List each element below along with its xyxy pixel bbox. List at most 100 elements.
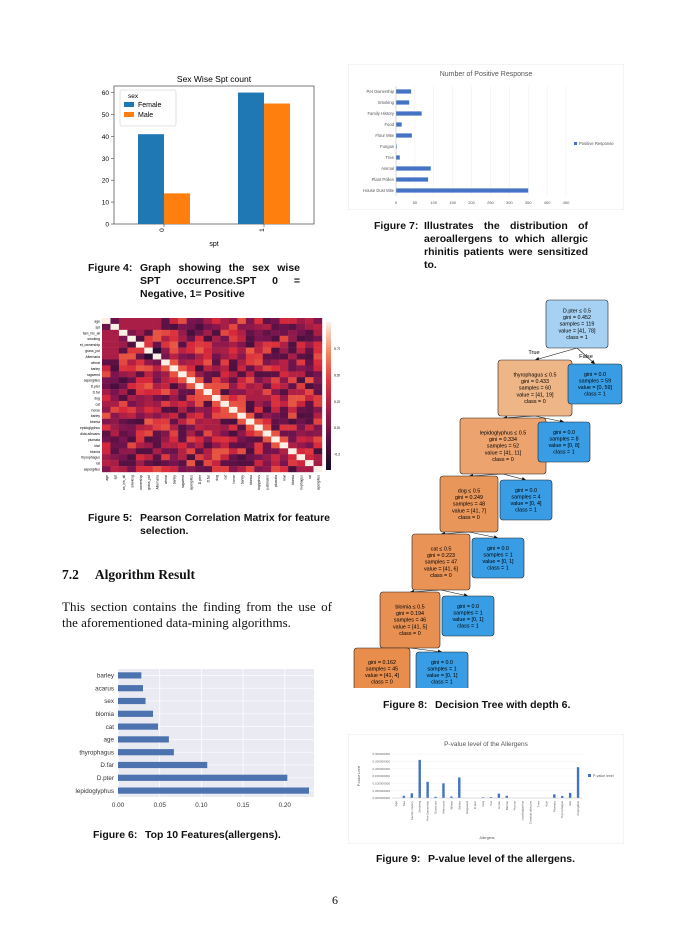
heatmap-cell bbox=[305, 335, 314, 342]
row-label: ragweed bbox=[87, 373, 100, 377]
heatmap-cell bbox=[203, 341, 213, 348]
heatmap-cell bbox=[228, 400, 238, 408]
heatmap-cell bbox=[203, 412, 213, 419]
heatmap-cell bbox=[288, 371, 297, 378]
heatmap-cell bbox=[296, 341, 306, 348]
heatmap-cell bbox=[102, 418, 111, 425]
heatmap-cell bbox=[127, 400, 137, 408]
column-label: dog bbox=[215, 475, 219, 481]
tree-node-text: value = [0, 1] bbox=[482, 559, 514, 565]
heatmap-cell bbox=[288, 318, 297, 325]
bar bbox=[410, 793, 413, 798]
heatmap-cell bbox=[228, 442, 238, 449]
bar bbox=[561, 795, 564, 798]
heatmap-cell bbox=[305, 377, 314, 384]
heatmap-cell bbox=[313, 400, 323, 408]
tree-node-box bbox=[567, 363, 623, 405]
heatmap-cell bbox=[254, 424, 263, 431]
heatmap-cell bbox=[212, 436, 221, 443]
heatmap-cell bbox=[195, 412, 204, 419]
heatmap-cell bbox=[118, 371, 128, 378]
tree-node-text: gini = 0.0 bbox=[515, 488, 537, 494]
heatmap-cell bbox=[152, 389, 162, 396]
x-tick-label: 1 bbox=[259, 228, 266, 232]
heatmap-cell bbox=[228, 329, 238, 336]
heatmap-cell bbox=[135, 442, 145, 449]
heatmap-cell bbox=[110, 460, 120, 467]
bar bbox=[402, 795, 406, 798]
heatmap-cell bbox=[178, 430, 187, 437]
heatmap-cell bbox=[279, 442, 289, 449]
tree-node-text: value = [41, 78] bbox=[558, 328, 596, 334]
heatmap-cell bbox=[186, 460, 196, 467]
heatmap-cell bbox=[279, 341, 289, 348]
tree-node-text: class = 1 bbox=[487, 566, 508, 572]
y-tick-label: D.far bbox=[100, 762, 114, 769]
tree-edge bbox=[468, 473, 504, 477]
heatmap-cell bbox=[228, 318, 238, 325]
heatmap-cell bbox=[169, 371, 179, 378]
tree-node-text: samples = 1 bbox=[427, 666, 456, 672]
heatmap-cell bbox=[212, 365, 221, 372]
heatmap-cell bbox=[279, 359, 289, 366]
heatmap-cell bbox=[305, 454, 314, 461]
row-label: aspergillus bbox=[84, 468, 101, 472]
x-tick-label: Age bbox=[394, 801, 398, 807]
heatmap-cell bbox=[144, 353, 153, 360]
heatmap-cell bbox=[296, 377, 306, 384]
heatmap-cell bbox=[195, 365, 204, 372]
heatmap-cell bbox=[288, 430, 297, 437]
heatmap-cell bbox=[161, 329, 170, 336]
heatmap-cell bbox=[152, 430, 162, 437]
heatmap-cell bbox=[288, 353, 297, 360]
x-tick-label: Aspergillus bbox=[576, 801, 580, 816]
heatmap-cell bbox=[161, 371, 170, 378]
y-tick-label: lepidoglyphus bbox=[75, 788, 114, 795]
tree-node-text: value = [0, 8] bbox=[548, 443, 580, 449]
heatmap-cell bbox=[127, 329, 137, 336]
heatmap-cell bbox=[195, 359, 204, 366]
heatmap-cell bbox=[271, 323, 280, 331]
tree-node-text: gini = 0.249 bbox=[455, 495, 483, 501]
heatmap-cell bbox=[228, 377, 238, 384]
legend-swatch-male bbox=[124, 112, 134, 117]
bar-plant-pollen bbox=[396, 177, 429, 182]
heatmap-cell bbox=[135, 389, 145, 396]
heatmap-cell bbox=[271, 395, 280, 402]
heatmap-cell bbox=[212, 418, 221, 425]
heatmap-cell bbox=[262, 430, 272, 437]
figure-5-caption: Figure 5: Pearson Correlation Matrix for… bbox=[88, 512, 330, 540]
heatmap-cell bbox=[313, 335, 323, 342]
heatmap-cell bbox=[254, 318, 263, 325]
heatmap-cell bbox=[102, 460, 111, 467]
heatmap-cell bbox=[110, 389, 120, 396]
tree-edge bbox=[468, 531, 499, 539]
y-tick-label: 20 bbox=[102, 178, 110, 185]
heatmap-cell bbox=[110, 406, 120, 413]
heatmap-cell bbox=[203, 400, 213, 408]
bar bbox=[434, 796, 437, 798]
heatmap-cell bbox=[279, 365, 289, 372]
column-label: barley bbox=[173, 475, 177, 485]
heatmap-cell bbox=[279, 329, 289, 336]
heatmap-cell bbox=[203, 377, 213, 384]
x-tick-label: 300 bbox=[506, 200, 513, 205]
bar bbox=[481, 797, 485, 798]
heatmap-cell bbox=[127, 389, 137, 396]
heatmap-cell bbox=[271, 329, 280, 336]
heatmap-cell bbox=[178, 323, 187, 331]
column-label: blomia bbox=[291, 475, 295, 485]
heatmap-cell bbox=[296, 412, 306, 419]
tree-node-text: samples = 60 bbox=[519, 386, 551, 392]
heatmap-cell bbox=[262, 389, 272, 396]
column-label: lepidoglyphus bbox=[257, 475, 261, 490]
heatmap-cell bbox=[178, 377, 187, 384]
heatmap-cell bbox=[279, 430, 289, 437]
y-tick-label: Pet Ownership bbox=[367, 89, 395, 94]
heatmap-cell bbox=[169, 442, 179, 449]
heatmap-cell bbox=[178, 406, 187, 413]
